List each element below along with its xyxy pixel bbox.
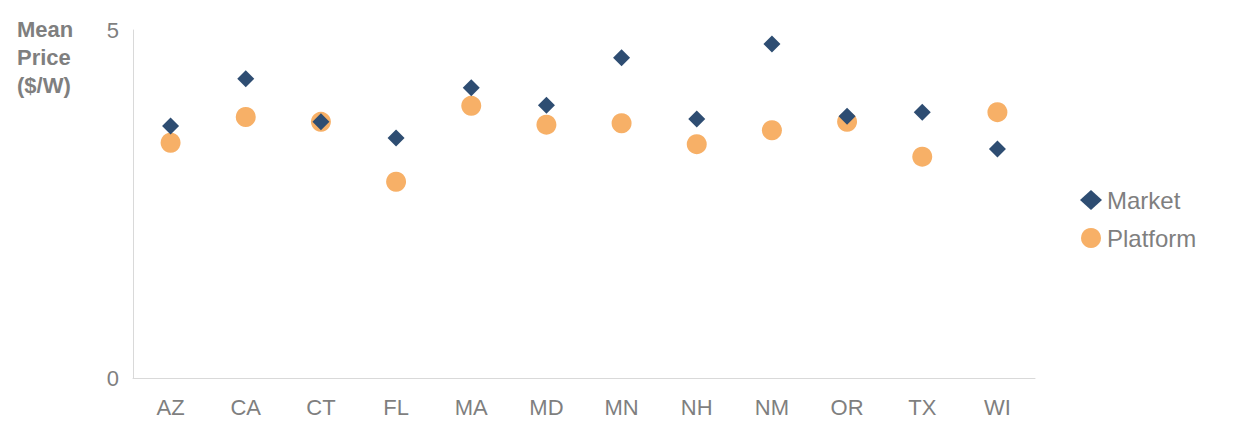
svg-text:Mean: Mean bbox=[17, 17, 73, 42]
svg-text:Market: Market bbox=[1107, 187, 1181, 214]
svg-text:NM: NM bbox=[755, 395, 789, 420]
svg-text:AZ: AZ bbox=[157, 395, 185, 420]
svg-text:CT: CT bbox=[306, 395, 335, 420]
svg-text:FL: FL bbox=[383, 395, 409, 420]
svg-text:NH: NH bbox=[681, 395, 713, 420]
svg-text:MA: MA bbox=[455, 395, 488, 420]
svg-text:TX: TX bbox=[908, 395, 936, 420]
svg-text:OR: OR bbox=[831, 395, 864, 420]
svg-text:Price: Price bbox=[17, 45, 71, 70]
svg-text:Platform: Platform bbox=[1107, 225, 1196, 252]
svg-text:WI: WI bbox=[984, 395, 1011, 420]
svg-text:5: 5 bbox=[107, 18, 119, 43]
svg-text:CA: CA bbox=[230, 395, 261, 420]
svg-text:($/W): ($/W) bbox=[17, 73, 71, 98]
svg-text:0: 0 bbox=[107, 366, 119, 391]
svg-text:MD: MD bbox=[529, 395, 563, 420]
svg-text:MN: MN bbox=[604, 395, 638, 420]
